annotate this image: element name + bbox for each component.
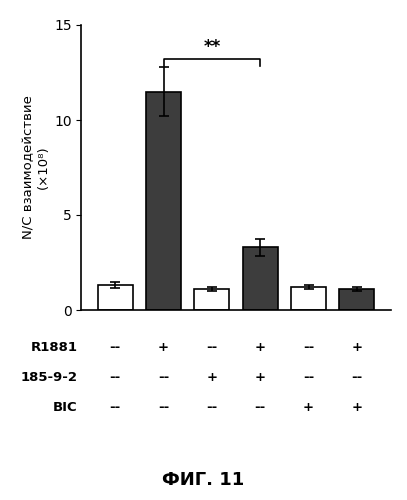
Text: --: --	[206, 401, 217, 414]
Text: --: --	[109, 341, 121, 354]
Text: +: +	[255, 341, 266, 354]
Text: --: --	[158, 401, 169, 414]
Text: ФИГ. 11: ФИГ. 11	[162, 471, 245, 489]
Text: --: --	[351, 371, 363, 384]
Bar	[339, 289, 374, 310]
Y-axis label: N/C взаимодействие
(×10⁸): N/C взаимодействие (×10⁸)	[22, 96, 50, 240]
Text: +: +	[158, 341, 169, 354]
Text: BIC: BIC	[53, 401, 77, 414]
Bar	[98, 286, 133, 310]
Text: --: --	[109, 401, 121, 414]
Text: **: **	[203, 38, 221, 56]
Text: +: +	[303, 401, 314, 414]
Text: --: --	[303, 371, 314, 384]
Text: --: --	[158, 371, 169, 384]
Text: +: +	[351, 401, 362, 414]
Text: --: --	[303, 341, 314, 354]
Bar	[146, 92, 181, 310]
Text: +: +	[351, 341, 362, 354]
Bar	[291, 287, 326, 310]
Text: --: --	[255, 401, 266, 414]
Bar	[195, 289, 229, 310]
Text: --: --	[206, 341, 217, 354]
Bar	[243, 248, 278, 310]
Text: R1881: R1881	[31, 341, 77, 354]
Text: +: +	[255, 371, 266, 384]
Text: +: +	[206, 371, 217, 384]
Text: 185-9-2: 185-9-2	[20, 371, 77, 384]
Text: --: --	[109, 371, 121, 384]
